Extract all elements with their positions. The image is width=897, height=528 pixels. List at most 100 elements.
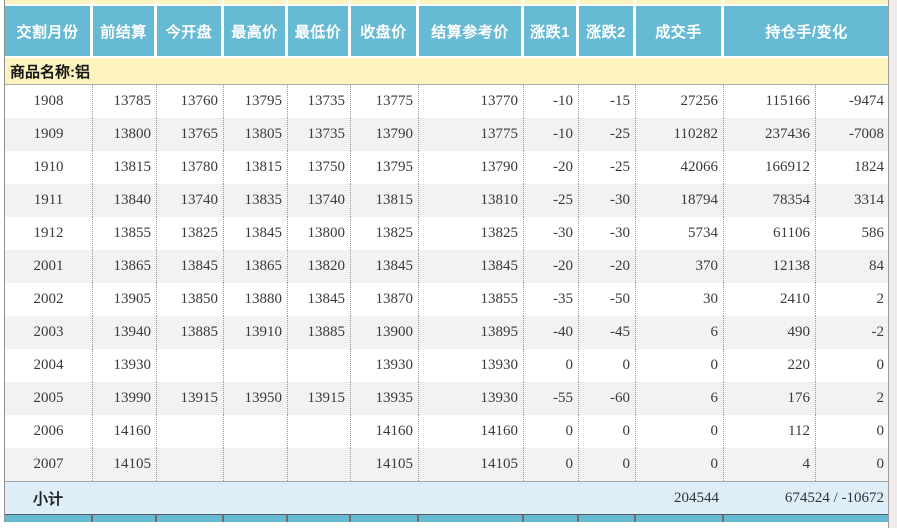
cell-open-interest: 490 [724, 316, 816, 349]
col-header-month: 交割月份 [5, 4, 93, 58]
cell-settle-ref: 13855 [419, 283, 524, 316]
col-header-open-interest: 持仓手/变化 [724, 4, 889, 58]
cell-change1: -20 [524, 250, 579, 283]
cell-open-interest: 176 [724, 382, 816, 415]
table-row: 2001 13865 13845 13865 13820 13845 13845… [5, 250, 889, 283]
strip-cell [93, 0, 157, 4]
column-header-row: 交割月份 前结算 今开盘 最高价 最低价 收盘价 结算参考价 涨跌1 涨跌2 成… [5, 4, 889, 58]
cell-change2: -30 [579, 184, 636, 217]
cell-open [157, 349, 224, 382]
cell-oi-change: 1824 [816, 151, 889, 184]
cell-volume: 42066 [636, 151, 724, 184]
strip-cell [288, 514, 351, 522]
cell-oi-change: 2 [816, 382, 889, 415]
cell-volume: 5734 [636, 217, 724, 250]
cell-volume: 110282 [636, 118, 724, 151]
cell-prev-settle: 14160 [93, 415, 157, 448]
cell-oi-change: 3314 [816, 184, 889, 217]
cell-open-interest: 115166 [724, 85, 816, 118]
cell-close: 13845 [351, 250, 419, 283]
strip-cell [224, 0, 288, 4]
cell-close: 13935 [351, 382, 419, 415]
strip-cell [93, 514, 157, 522]
cell-settle-ref: 13930 [419, 349, 524, 382]
cell-settle-ref: 14160 [419, 415, 524, 448]
cell-low [288, 415, 351, 448]
table-row: 2007 14105 14105 14105 0 0 0 4 0 [5, 448, 889, 481]
cell-close: 13870 [351, 283, 419, 316]
cell-open [157, 448, 224, 481]
cell-open-interest: 4 [724, 448, 816, 481]
strip-cell [724, 514, 889, 522]
cell-open-interest: 12138 [724, 250, 816, 283]
futures-quotes-table: 交割月份 前结算 今开盘 最高价 最低价 收盘价 结算参考价 涨跌1 涨跌2 成… [4, 0, 889, 522]
cell-low: 13750 [288, 151, 351, 184]
cell-change2: -25 [579, 151, 636, 184]
cell-open-interest: 78354 [724, 184, 816, 217]
table-row: 2005 13990 13915 13950 13915 13935 13930… [5, 382, 889, 415]
cell-low [288, 349, 351, 382]
cell-low: 13885 [288, 316, 351, 349]
cell-prev-settle: 13840 [93, 184, 157, 217]
cell-open-interest: 2410 [724, 283, 816, 316]
strip-cell [224, 514, 288, 522]
table-row: 2004 13930 13930 13930 0 0 0 220 0 [5, 349, 889, 382]
cell-close: 13815 [351, 184, 419, 217]
cell-high [224, 349, 288, 382]
next-section-header-strip [5, 514, 889, 522]
cell-change2: -50 [579, 283, 636, 316]
cell-change1: -25 [524, 184, 579, 217]
cell-open: 13765 [157, 118, 224, 151]
cell-change2: 0 [579, 349, 636, 382]
strip-cell [579, 0, 636, 4]
vertical-scrollbar[interactable] [888, 0, 897, 528]
cell-month: 1910 [5, 151, 93, 184]
subtotal-label: 小计 [5, 481, 636, 514]
strip-cell [288, 0, 351, 4]
col-header-high: 最高价 [224, 4, 288, 58]
cell-open: 13760 [157, 85, 224, 118]
cell-month: 1911 [5, 184, 93, 217]
data-rows: 1908 13785 13760 13795 13735 13775 13770… [5, 85, 889, 481]
cell-change2: -45 [579, 316, 636, 349]
cell-open: 13885 [157, 316, 224, 349]
cell-oi-change: 2 [816, 283, 889, 316]
cell-prev-settle: 13865 [93, 250, 157, 283]
cell-open: 13845 [157, 250, 224, 283]
col-header-low: 最低价 [288, 4, 351, 58]
strip-cell [524, 514, 579, 522]
cell-change1: -30 [524, 217, 579, 250]
cell-oi-change: 0 [816, 448, 889, 481]
cell-change1: -35 [524, 283, 579, 316]
cell-close: 13900 [351, 316, 419, 349]
commodity-band: 商品名称:铝 [5, 58, 889, 85]
cell-settle-ref: 13825 [419, 217, 524, 250]
cell-volume: 6 [636, 382, 724, 415]
cell-month: 2007 [5, 448, 93, 481]
cell-volume: 18794 [636, 184, 724, 217]
cell-month: 1908 [5, 85, 93, 118]
cell-close: 13790 [351, 118, 419, 151]
table-row: 1910 13815 13780 13815 13750 13795 13790… [5, 151, 889, 184]
subtotal-open-interest: 674524 / -10672 [724, 481, 889, 514]
cell-open: 13850 [157, 283, 224, 316]
cell-high: 13795 [224, 85, 288, 118]
cell-oi-change: -2 [816, 316, 889, 349]
cell-open: 13915 [157, 382, 224, 415]
cell-month: 2006 [5, 415, 93, 448]
cell-prev-settle: 13990 [93, 382, 157, 415]
cell-low [288, 448, 351, 481]
cell-high: 13815 [224, 151, 288, 184]
cell-volume: 6 [636, 316, 724, 349]
cell-open: 13740 [157, 184, 224, 217]
col-header-settle-ref: 结算参考价 [419, 4, 524, 58]
cell-oi-change: 0 [816, 349, 889, 382]
cell-month: 1912 [5, 217, 93, 250]
strip-cell [5, 0, 93, 4]
cell-volume: 370 [636, 250, 724, 283]
cell-open [157, 415, 224, 448]
cell-prev-settle: 13815 [93, 151, 157, 184]
cell-close: 14105 [351, 448, 419, 481]
table-row: 1912 13855 13825 13845 13800 13825 13825… [5, 217, 889, 250]
